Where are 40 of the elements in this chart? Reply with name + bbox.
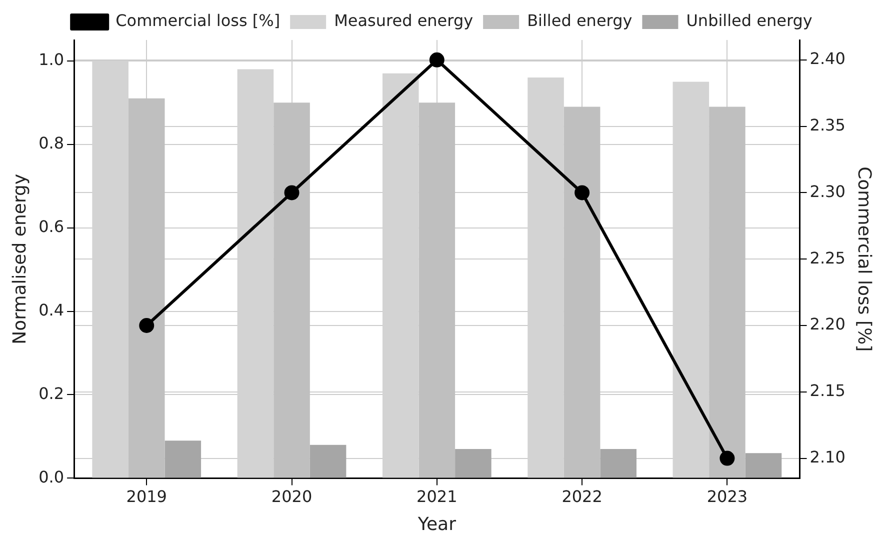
y2-tick-label: 2.20 (810, 314, 846, 334)
x-tick-label: 2021 (416, 486, 458, 506)
bar (274, 102, 310, 478)
y-tick-label: 0.0 (38, 467, 64, 486)
x-tick-label: 2020 (271, 486, 312, 506)
bar (418, 102, 456, 478)
y-tick-label: 0.8 (38, 133, 64, 152)
x-tick-label: 2019 (126, 486, 167, 506)
y-tick-label: 0.2 (38, 384, 64, 403)
bar (128, 98, 165, 478)
y2-tick-label: 2.35 (810, 115, 846, 134)
point (284, 185, 300, 200)
bar (600, 448, 636, 478)
bar (310, 444, 346, 478)
y2-axis-title: Commercial loss [%] (854, 166, 875, 352)
y-axis-title: Normalised energy (9, 174, 30, 344)
bar (564, 106, 600, 478)
point (720, 450, 735, 466)
legend-label: Measured energy (334, 11, 474, 30)
y2-tick-label: 2.15 (810, 381, 846, 400)
bar (455, 448, 492, 478)
x-tick-label: 2023 (706, 486, 748, 506)
legend-label: Commercial loss [%] (116, 11, 280, 30)
y-tick-label: 1.0 (38, 50, 64, 70)
x-tick-label: 2022 (562, 486, 602, 506)
point (139, 318, 154, 333)
y2-tick-label: 2.25 (810, 248, 846, 268)
bar (745, 453, 782, 478)
y2-tick-label: 2.10 (810, 447, 846, 466)
legend-label: Billed energy (527, 11, 632, 30)
bar (164, 440, 202, 478)
y2-tick-label: 2.40 (810, 49, 846, 68)
x-axis-title: Year (416, 514, 457, 535)
y-tick-label: 0.6 (38, 216, 64, 236)
point (429, 52, 444, 68)
point (574, 185, 590, 200)
y-tick-label: 0.4 (38, 300, 64, 320)
legend-label: Unbilled energy (686, 11, 812, 30)
y2-tick-label: 2.30 (810, 182, 846, 201)
bar (709, 106, 746, 478)
